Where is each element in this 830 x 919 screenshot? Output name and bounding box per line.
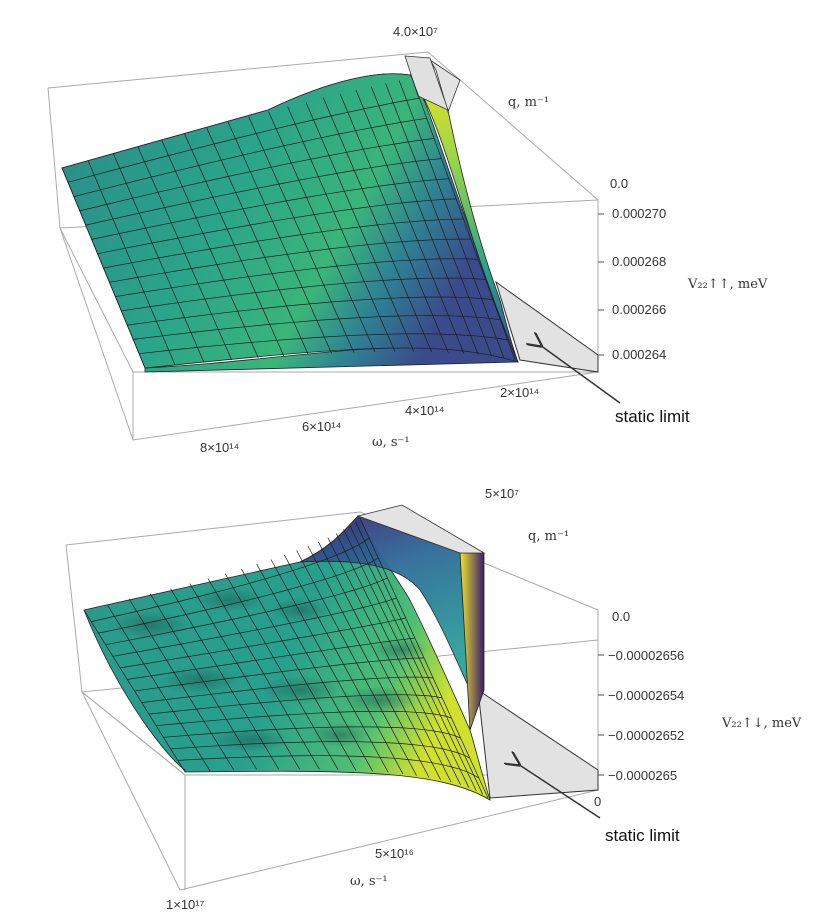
mesh-line bbox=[121, 277, 486, 312]
mesh-line bbox=[163, 726, 461, 739]
bottom-w-tick-1: 5×10¹⁶ bbox=[375, 846, 414, 861]
top-w-label: ω, s⁻¹ bbox=[372, 435, 410, 450]
mesh-line bbox=[177, 755, 480, 779]
top-q-label: q, m⁻¹ bbox=[508, 95, 549, 110]
bottom-z-ticks bbox=[598, 654, 604, 776]
bottom-w-tick-0: 1×10¹⁷ bbox=[166, 897, 205, 912]
bottom-cap bbox=[356, 504, 486, 554]
top-w-tick-3: 2×10¹⁴ bbox=[500, 385, 539, 400]
bottom-wall bbox=[459, 552, 485, 731]
top-arrow bbox=[540, 345, 621, 404]
mesh-line bbox=[67, 97, 420, 183]
top-q-tick-max: 4.0×10⁷ bbox=[393, 24, 438, 39]
mesh-line bbox=[73, 117, 427, 197]
mesh-line bbox=[112, 597, 397, 657]
bottom-z-tick-0: −0.00002656 bbox=[608, 648, 684, 663]
top-mesh bbox=[61, 77, 516, 369]
mesh-line bbox=[148, 694, 443, 715]
mesh-line bbox=[97, 198, 457, 255]
top-cap bbox=[429, 59, 461, 114]
bottom-w-tick-2: 0 bbox=[594, 794, 601, 809]
mesh-line bbox=[103, 218, 464, 269]
bottom-arrow bbox=[518, 764, 601, 819]
mesh-line bbox=[109, 238, 471, 283]
mesh-line bbox=[134, 657, 424, 692]
bottom-z-tick-2: −0.00002652 bbox=[608, 728, 684, 743]
top-z-tick-3: 0.000264 bbox=[612, 347, 666, 362]
mesh-line bbox=[170, 741, 470, 759]
mesh-line bbox=[141, 676, 434, 703]
bottom-mesh bbox=[83, 517, 489, 799]
mesh-line bbox=[156, 710, 452, 727]
top-z-tick-2: 0.000266 bbox=[612, 302, 666, 317]
mesh-line bbox=[133, 315, 501, 340]
mesh-line bbox=[120, 617, 406, 669]
top-z-tick-0: 0.000270 bbox=[612, 206, 666, 221]
bottom-z-label: V₂₂↑↓, meV bbox=[721, 716, 802, 731]
top-annotation: static limit bbox=[615, 407, 690, 426]
top-q-tick-min: 0.0 bbox=[610, 176, 628, 191]
bottom-annotation: static limit bbox=[605, 826, 680, 845]
top-box bbox=[47, 51, 599, 441]
mesh-line bbox=[91, 178, 449, 240]
mesh-line bbox=[79, 138, 435, 212]
bottom-q-label: q, m⁻¹ bbox=[528, 529, 569, 544]
top-w-tick-0: 8×10¹⁴ bbox=[200, 440, 239, 455]
top-wall bbox=[409, 59, 519, 363]
bottom-w-label: ω, s⁻¹ bbox=[350, 874, 388, 889]
mesh-line bbox=[91, 537, 370, 622]
mesh-line bbox=[98, 557, 379, 634]
top-z-ticks bbox=[598, 213, 604, 356]
mesh-line bbox=[105, 577, 388, 646]
bottom-z-tick-1: −0.00002654 bbox=[608, 688, 684, 703]
bottom-q-tick-min: 0.0 bbox=[612, 609, 630, 624]
bottom-z-tick-3: −0.0000265 bbox=[608, 768, 677, 783]
mesh-line bbox=[115, 258, 479, 297]
mesh-line bbox=[85, 158, 442, 226]
top-z-tick-1: 0.000268 bbox=[612, 254, 666, 269]
top-static-region bbox=[495, 280, 599, 373]
top-z-label: V₂₂↑↑, meV bbox=[687, 277, 768, 292]
bottom-static-region bbox=[477, 688, 599, 799]
bottom-plot: 5×10⁷ 0.0 q, m⁻¹ −0.00002656 −0.00002654… bbox=[65, 486, 802, 912]
top-w-tick-1: 6×10¹⁴ bbox=[302, 419, 341, 434]
mesh-line bbox=[139, 333, 508, 355]
top-w-tick-2: 4×10¹⁴ bbox=[405, 403, 444, 418]
mesh-line bbox=[127, 637, 415, 680]
top-plot: 4.0×10⁷ 0.0 q, m⁻¹ 0.000270 0.000268 0.0… bbox=[47, 24, 768, 455]
bottom-q-tick-max: 5×10⁷ bbox=[485, 486, 519, 501]
mesh-line bbox=[127, 296, 493, 326]
